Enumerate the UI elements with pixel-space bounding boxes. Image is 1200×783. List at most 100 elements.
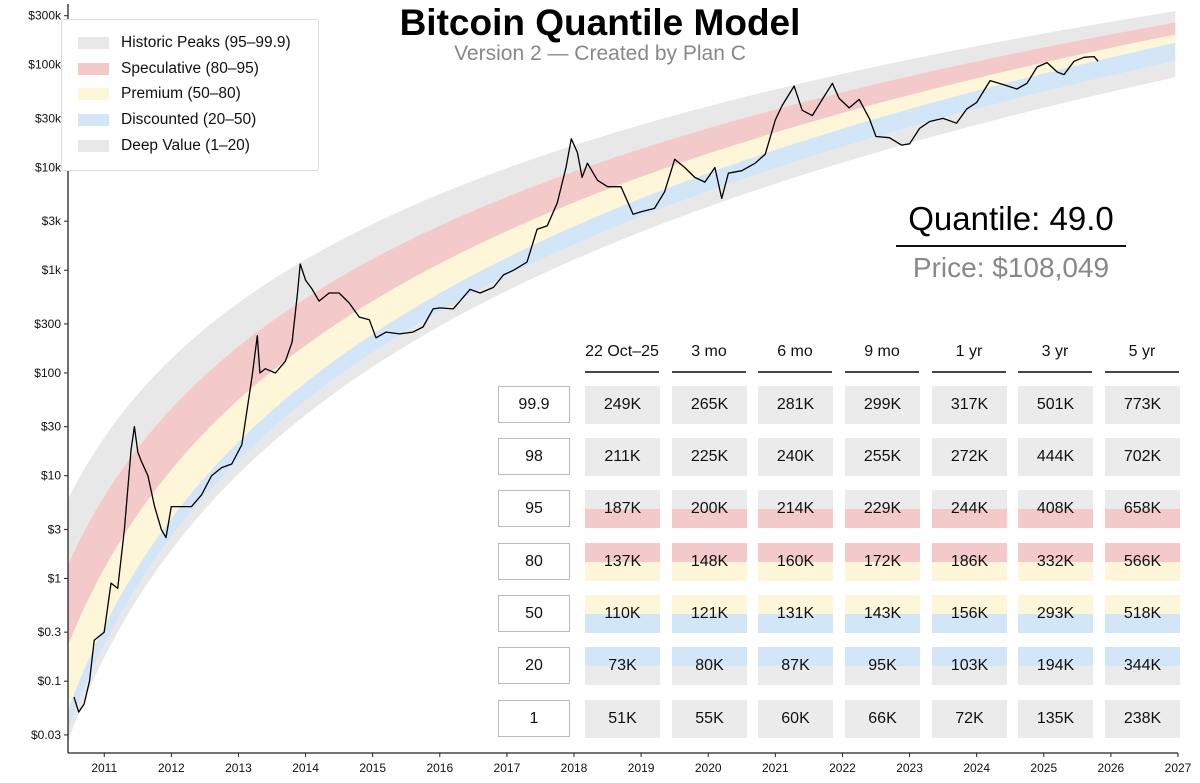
legend-item-deep-value: Deep Value (1–20)	[78, 135, 250, 157]
table-cell: 95K	[845, 647, 920, 685]
table-cell: 148K	[672, 543, 747, 581]
column-header: 22 Oct–25	[585, 343, 659, 360]
y-tick-label: $100k	[28, 58, 62, 72]
y-tick-label: $10k	[35, 160, 62, 174]
table-cell: 187K	[585, 490, 660, 528]
table-cell: 501K	[1018, 386, 1093, 424]
x-tick-label: 2018	[561, 761, 588, 775]
table-cell: 55K	[672, 700, 747, 738]
table-cell: 214K	[758, 490, 833, 528]
axes: $300k $100k $30k $10k $3k $1k $300 $100 $30 $10 $3…	[28, 4, 1192, 775]
header-underline	[758, 371, 832, 373]
table-cell: 281K	[758, 386, 833, 424]
header-underline	[845, 371, 919, 373]
y-tick-label: $30	[41, 420, 61, 434]
table-cell: 249K	[585, 386, 660, 424]
x-tick-label: 2027	[1165, 761, 1192, 775]
quantile-label: 95	[498, 490, 570, 527]
table-cell: 332K	[1018, 543, 1093, 581]
legend-label: Premium (50–80)	[121, 85, 241, 102]
x-tick-label: 2013	[225, 761, 252, 775]
table-cell: 186K	[932, 543, 1007, 581]
x-tick-label: 2014	[292, 761, 319, 775]
quantile-bands	[68, 11, 1176, 741]
table-cell: 658K	[1105, 490, 1180, 528]
table-cell: 72K	[932, 700, 1007, 738]
table-cell: 103K	[932, 647, 1007, 685]
x-tick-label: 2016	[426, 761, 453, 775]
table-cell: 66K	[845, 700, 920, 738]
table-cell: 238K	[1105, 700, 1180, 738]
table-cell: 172K	[845, 543, 920, 581]
chart-subtitle: Version 2 — Created by Plan C	[454, 42, 746, 65]
legend-item-premium: Premium (50–80)	[78, 83, 241, 105]
table-cell: 110K	[585, 595, 660, 633]
table-cell: 240K	[758, 438, 833, 476]
quantile-label: 1	[498, 700, 570, 737]
y-tick-label: $0.03	[31, 728, 61, 742]
price-line	[73, 55, 1099, 713]
x-tick-label: 2011	[91, 761, 117, 775]
column-header: 3 yr	[1041, 343, 1069, 360]
x-tick-label: 2019	[628, 761, 655, 775]
legend-label: Historic Peaks (95–99.9)	[121, 34, 291, 51]
table-cell: 702K	[1105, 438, 1180, 476]
quantile-label: 80	[498, 543, 570, 580]
table-cell: 60K	[758, 700, 833, 738]
y-tick-label: $3	[48, 522, 62, 536]
quantile-label: 98	[498, 438, 570, 475]
y-tick-label: $300	[34, 317, 61, 331]
table-cell: 194K	[1018, 647, 1093, 685]
band-premium	[68, 34, 1176, 711]
column-header: 5 yr	[1128, 343, 1156, 360]
y-tick-label: $1	[48, 571, 62, 585]
column-header: 1 yr	[955, 343, 983, 360]
table-cell: 244K	[932, 490, 1007, 528]
legend-label: Deep Value (1–20)	[121, 137, 250, 154]
table-cell: 344K	[1105, 647, 1180, 685]
y-tick-label: $3k	[42, 214, 62, 228]
table-cell: 121K	[672, 595, 747, 633]
legend-label: Discounted (20–50)	[121, 111, 257, 128]
table-cell: 131K	[758, 595, 833, 633]
y-tick-label: $300k	[28, 9, 62, 23]
table-cell: 255K	[845, 438, 920, 476]
current-quantile: Quantile: 49.0	[908, 200, 1114, 237]
table-cell: 299K	[845, 386, 920, 424]
x-tick-label: 2023	[896, 761, 923, 775]
legend-swatch	[78, 88, 109, 100]
y-tick-label: $0.1	[38, 674, 62, 688]
y-tick-label: $100	[34, 366, 61, 380]
table-cell: 225K	[672, 438, 747, 476]
x-tick-label: 2025	[1030, 761, 1057, 775]
price-series	[73, 55, 1099, 713]
legend-item-speculative: Speculative (80–95)	[78, 58, 259, 80]
table-cell: 87K	[758, 647, 833, 685]
legend-item-discounted: Discounted (20–50)	[78, 109, 256, 131]
legend-item-historic-peaks: Historic Peaks (95–99.9)	[78, 32, 291, 54]
header-underline	[1105, 371, 1179, 373]
table-cell: 137K	[585, 543, 660, 581]
x-tick-label: 2021	[762, 761, 789, 775]
column-header: 3 mo	[691, 343, 727, 360]
legend-swatch	[78, 140, 109, 152]
quantile-label: 99.9	[498, 386, 570, 423]
table-cell: 135K	[1018, 700, 1093, 738]
legend-label: Speculative (80–95)	[121, 60, 259, 77]
x-tick-label: 2017	[494, 761, 521, 775]
x-tick-label: 2022	[829, 761, 856, 775]
legend-swatch	[78, 114, 109, 126]
column-header: 6 mo	[777, 343, 813, 360]
header-underline	[1018, 371, 1092, 373]
current-price: Price: $108,049	[912, 252, 1110, 283]
chart-title: Bitcoin Quantile Model	[399, 2, 801, 43]
table-cell: 160K	[758, 543, 833, 581]
legend: Historic Peaks (95–99.9) Speculative (80…	[61, 19, 319, 171]
y-tick-label: $0.3	[38, 625, 62, 639]
table-cell: 444K	[1018, 438, 1093, 476]
table-cell: 211K	[585, 438, 660, 476]
x-tick-label: 2015	[359, 761, 386, 775]
column-header: 9 mo	[864, 343, 900, 360]
table-cell: 156K	[932, 595, 1007, 633]
